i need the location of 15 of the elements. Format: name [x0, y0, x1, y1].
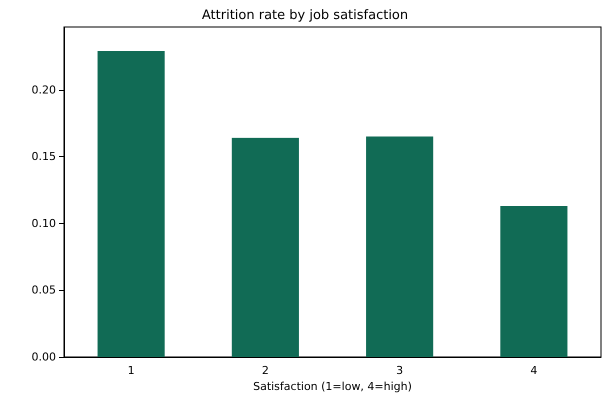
x-tick-label: 4 [530, 364, 538, 377]
bar [500, 206, 568, 357]
x-tick-label: 3 [396, 364, 404, 377]
y-tick-label: 0.10 [32, 216, 56, 230]
chart-title: Attrition rate by job satisfaction [202, 8, 408, 23]
y-tick-label: 0.05 [32, 284, 56, 297]
y-tick-label: 0.20 [32, 83, 56, 96]
y-tick-label: 0.15 [32, 150, 56, 164]
bar [366, 136, 434, 357]
bar [98, 51, 165, 357]
bar [232, 138, 299, 357]
x-tick-label: 1 [128, 364, 135, 377]
x-tick-label: 2 [262, 364, 269, 377]
y-tick-label: 0.00 [32, 350, 56, 364]
x-axis-title: Satisfaction (1=low, 4=high) [253, 380, 412, 393]
